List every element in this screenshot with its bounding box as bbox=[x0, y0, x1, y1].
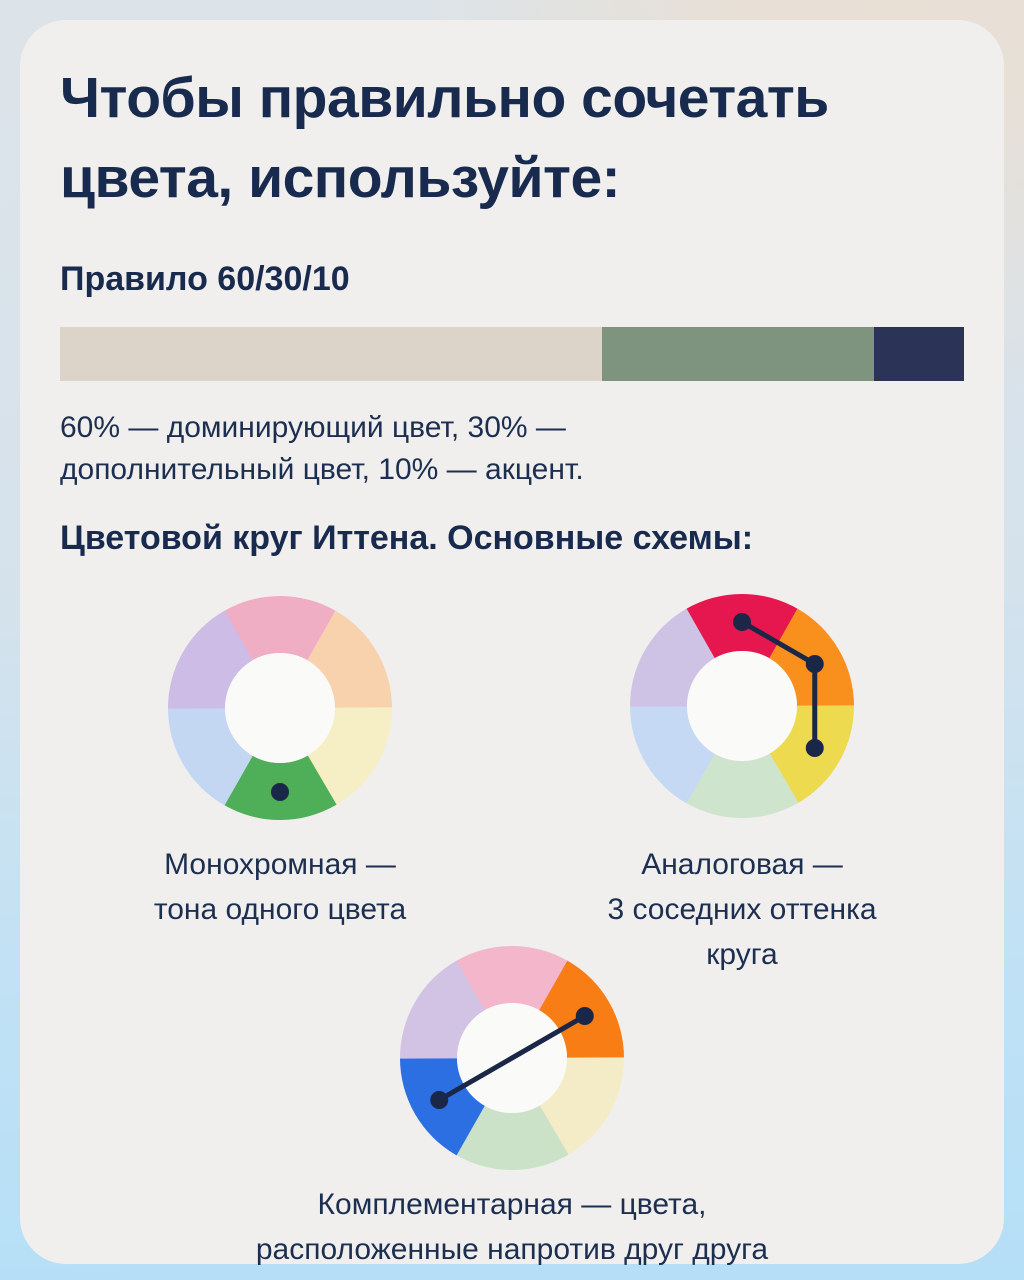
wheel-segment bbox=[455, 1105, 569, 1170]
wheels-section-heading: Цветовой круг Иттена. Основные схемы: bbox=[60, 519, 754, 557]
wheel-segment bbox=[307, 707, 393, 806]
wheel-segment bbox=[455, 946, 569, 1011]
bar-segment-30% bbox=[602, 327, 874, 381]
wheel-hole bbox=[687, 651, 797, 761]
scheme-marker-dot bbox=[805, 739, 824, 757]
color-wheels-area: Монохромная — тона одного цвета Аналоговая… bbox=[20, 560, 1004, 1266]
scheme-marker-dot bbox=[733, 613, 751, 631]
infographic-card: Чтобы правильно сочетать цвета, используй… bbox=[20, 20, 1004, 1266]
page-title: Чтобы правильно сочетать цвета, используй… bbox=[60, 66, 829, 210]
wheel-segment bbox=[307, 610, 393, 709]
wheel-segment bbox=[539, 1057, 625, 1156]
scheme-connector-line bbox=[438, 1013, 586, 1103]
scheme-marker-dot bbox=[805, 655, 824, 673]
wheel-hole bbox=[225, 653, 335, 763]
rule-heading: Правило 60/30/10 bbox=[60, 260, 350, 298]
rule-60-30-10-bar bbox=[60, 327, 964, 381]
bar-segment-10% bbox=[873, 327, 964, 381]
color-wheel-monochrome bbox=[167, 596, 393, 820]
scheme-marker-dot bbox=[430, 1091, 449, 1109]
wheel-segment bbox=[167, 707, 253, 806]
wheel-segment bbox=[685, 753, 799, 818]
scheme-marker-dot bbox=[575, 1007, 594, 1025]
wheel-segment bbox=[223, 596, 337, 661]
bar-segment-60% bbox=[60, 327, 603, 381]
wheel-segment bbox=[629, 608, 715, 707]
scheme-marker-dot bbox=[271, 783, 289, 801]
wheel-segment bbox=[399, 960, 485, 1059]
wheel-caption-analogous: Аналоговая —3 соседних оттенка круга bbox=[607, 848, 877, 971]
rule-description: 60% — доминирующий цвет, 30% — дополнител… bbox=[60, 411, 584, 486]
color-wheel-analogous bbox=[629, 594, 855, 818]
wheel-segment bbox=[167, 610, 253, 709]
wheel-caption-complementary: Комплементарная — цвета, расположенные на… bbox=[255, 1188, 769, 1266]
wheel-caption-monochrome: Монохромная — тона одного цвета bbox=[153, 848, 407, 926]
color-wheel-complementary bbox=[399, 946, 625, 1170]
wheel-segment bbox=[629, 705, 715, 804]
